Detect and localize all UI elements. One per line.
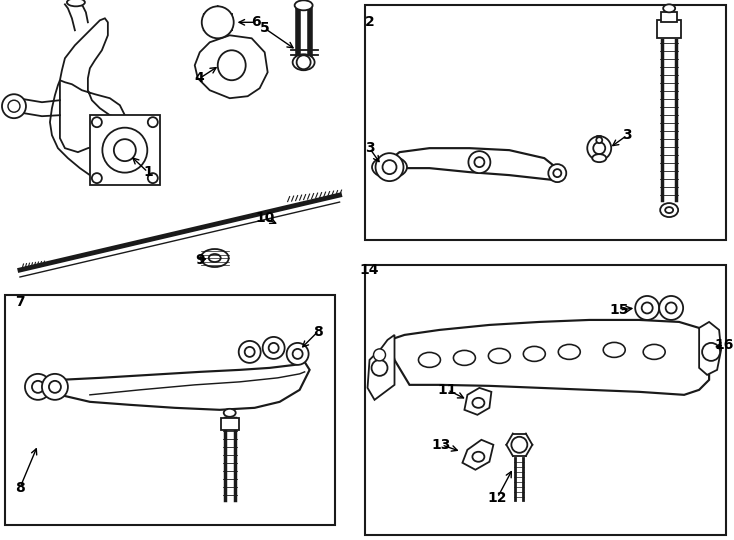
Ellipse shape xyxy=(474,157,484,167)
Text: 12: 12 xyxy=(487,491,507,505)
Ellipse shape xyxy=(488,348,510,363)
Ellipse shape xyxy=(473,398,484,408)
Text: 3: 3 xyxy=(622,128,632,142)
Ellipse shape xyxy=(200,249,229,267)
Ellipse shape xyxy=(293,349,302,359)
Ellipse shape xyxy=(224,409,236,417)
Polygon shape xyxy=(60,18,125,118)
Polygon shape xyxy=(462,440,493,470)
Ellipse shape xyxy=(553,169,562,177)
Ellipse shape xyxy=(418,353,440,367)
Ellipse shape xyxy=(67,0,85,6)
Bar xyxy=(365,5,726,240)
Text: 5: 5 xyxy=(260,21,269,35)
Text: 4: 4 xyxy=(195,71,205,85)
Ellipse shape xyxy=(102,127,148,173)
Circle shape xyxy=(92,117,102,127)
Text: 11: 11 xyxy=(437,383,457,397)
Text: 9: 9 xyxy=(195,253,205,267)
Ellipse shape xyxy=(269,343,279,353)
Bar xyxy=(661,12,677,22)
Ellipse shape xyxy=(218,50,246,80)
Circle shape xyxy=(297,55,310,69)
Ellipse shape xyxy=(372,156,407,178)
Text: 2: 2 xyxy=(365,15,374,29)
Text: 10: 10 xyxy=(255,211,275,225)
Polygon shape xyxy=(195,35,268,98)
Circle shape xyxy=(374,349,385,361)
Circle shape xyxy=(208,12,228,32)
Circle shape xyxy=(148,117,158,127)
Text: 8: 8 xyxy=(15,481,25,495)
Bar xyxy=(657,21,681,38)
Circle shape xyxy=(371,360,388,376)
Ellipse shape xyxy=(659,296,683,320)
Ellipse shape xyxy=(208,254,221,262)
Text: 6: 6 xyxy=(251,15,261,29)
Ellipse shape xyxy=(42,374,68,400)
Circle shape xyxy=(148,173,158,183)
Ellipse shape xyxy=(244,347,255,357)
Text: 7: 7 xyxy=(15,295,25,309)
Circle shape xyxy=(587,136,611,160)
Polygon shape xyxy=(50,80,128,182)
Ellipse shape xyxy=(596,137,602,143)
Ellipse shape xyxy=(376,153,404,181)
Text: 1: 1 xyxy=(143,165,153,179)
Ellipse shape xyxy=(239,341,261,363)
Ellipse shape xyxy=(32,381,44,393)
Ellipse shape xyxy=(663,4,675,12)
Text: 14: 14 xyxy=(360,263,379,277)
Ellipse shape xyxy=(642,302,653,313)
Text: 13: 13 xyxy=(432,438,451,452)
Polygon shape xyxy=(699,322,721,375)
Polygon shape xyxy=(465,388,491,415)
Bar xyxy=(221,418,239,430)
Ellipse shape xyxy=(660,203,678,217)
Circle shape xyxy=(702,343,720,361)
Ellipse shape xyxy=(25,374,51,400)
Ellipse shape xyxy=(592,154,606,162)
Circle shape xyxy=(2,94,26,118)
Ellipse shape xyxy=(665,207,673,213)
Ellipse shape xyxy=(294,1,313,10)
Text: 8: 8 xyxy=(313,325,322,339)
Text: 15: 15 xyxy=(609,303,629,317)
Polygon shape xyxy=(390,320,709,395)
Ellipse shape xyxy=(548,164,567,182)
Polygon shape xyxy=(40,362,310,410)
Ellipse shape xyxy=(603,342,625,357)
Circle shape xyxy=(92,173,102,183)
Bar xyxy=(365,265,726,535)
Ellipse shape xyxy=(263,337,285,359)
Bar xyxy=(5,295,335,525)
Ellipse shape xyxy=(468,151,490,173)
Ellipse shape xyxy=(473,452,484,462)
Ellipse shape xyxy=(49,381,61,393)
Ellipse shape xyxy=(382,160,396,174)
Ellipse shape xyxy=(643,345,665,360)
Circle shape xyxy=(8,100,20,112)
Ellipse shape xyxy=(287,343,308,365)
Bar xyxy=(90,115,160,185)
Circle shape xyxy=(202,6,233,38)
Ellipse shape xyxy=(454,350,476,366)
Ellipse shape xyxy=(523,346,545,361)
Circle shape xyxy=(593,142,606,154)
Ellipse shape xyxy=(666,302,677,313)
Text: 16: 16 xyxy=(714,338,734,352)
Polygon shape xyxy=(368,335,394,400)
Ellipse shape xyxy=(114,139,136,161)
Polygon shape xyxy=(390,148,559,180)
Ellipse shape xyxy=(293,55,315,70)
Circle shape xyxy=(512,437,527,453)
Ellipse shape xyxy=(635,296,659,320)
Text: 3: 3 xyxy=(365,141,374,155)
Ellipse shape xyxy=(559,345,581,360)
